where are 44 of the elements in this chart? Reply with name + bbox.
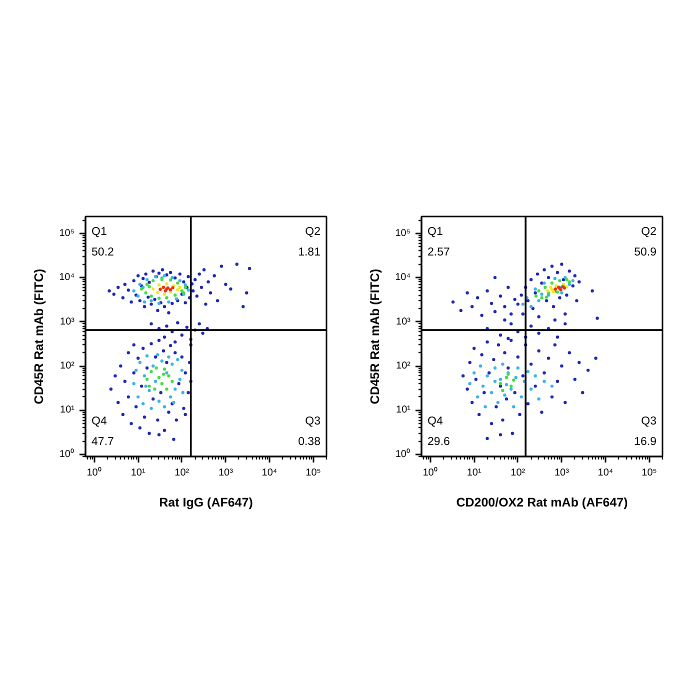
y-axis-title: CD45R Rat mAb (FITC) <box>368 268 382 404</box>
x-tick-label: 10⁴ <box>598 468 614 478</box>
y-tick-label: 10¹ <box>396 404 412 416</box>
x-axis-title: Rat IgG (AF647) <box>159 496 253 510</box>
x-tick-label: 10² <box>174 468 190 478</box>
annotation: Q1 <box>92 226 107 238</box>
y-tick-label: 10² <box>60 360 76 372</box>
x-tick-label: 10¹ <box>130 468 146 478</box>
annotation: Q4 <box>92 416 108 428</box>
y-tick-label: 10³ <box>60 316 76 328</box>
x-tick-label: 10³ <box>218 468 234 478</box>
x-tick-label: 10⁵ <box>306 468 321 478</box>
y-tick-label: 10² <box>396 360 412 372</box>
y-tick-label: 10³ <box>396 316 412 328</box>
y-tick-label: 10⁰ <box>59 448 74 460</box>
x-tick-label: 10⁴ <box>262 468 278 478</box>
x-tick-label: 10² <box>510 468 526 478</box>
annotation: Q3 <box>641 416 656 428</box>
annotation: 50.2 <box>92 246 114 258</box>
y-tick-label: 10⁵ <box>59 228 75 239</box>
annotation: 1.81 <box>298 246 320 258</box>
y-axis-title: CD45R Rat mAb (FITC) <box>32 268 46 404</box>
y-tick-label: 10⁴ <box>395 272 410 284</box>
annotation: Q1 <box>428 226 443 238</box>
y-tick-label: 10⁵ <box>395 228 411 239</box>
annotation: Q2 <box>305 226 320 238</box>
annotation: 50.9 <box>634 246 656 258</box>
annotation: Q2 <box>641 226 656 238</box>
annotation: 2.57 <box>428 246 450 258</box>
x-tick-label: 10⁵ <box>642 468 657 478</box>
annotation: 47.7 <box>92 436 114 448</box>
x-tick-label: 10³ <box>554 468 570 478</box>
annotation: 16.9 <box>634 436 656 448</box>
x-axis-title: CD200/OX2 Rat mAb (AF647) <box>456 496 628 510</box>
x-tick-label: 10⁰ <box>86 466 102 478</box>
y-tick-label: 10⁰ <box>395 448 410 460</box>
annotation: 29.6 <box>428 436 450 448</box>
annotation: Q4 <box>428 416 444 428</box>
y-tick-label: 10⁴ <box>59 272 74 284</box>
y-tick-label: 10¹ <box>60 404 76 416</box>
x-tick-label: 10⁰ <box>422 466 438 478</box>
annotation: Q3 <box>305 416 320 428</box>
annotation: 0.38 <box>298 436 320 448</box>
x-tick-label: 10¹ <box>466 468 482 478</box>
